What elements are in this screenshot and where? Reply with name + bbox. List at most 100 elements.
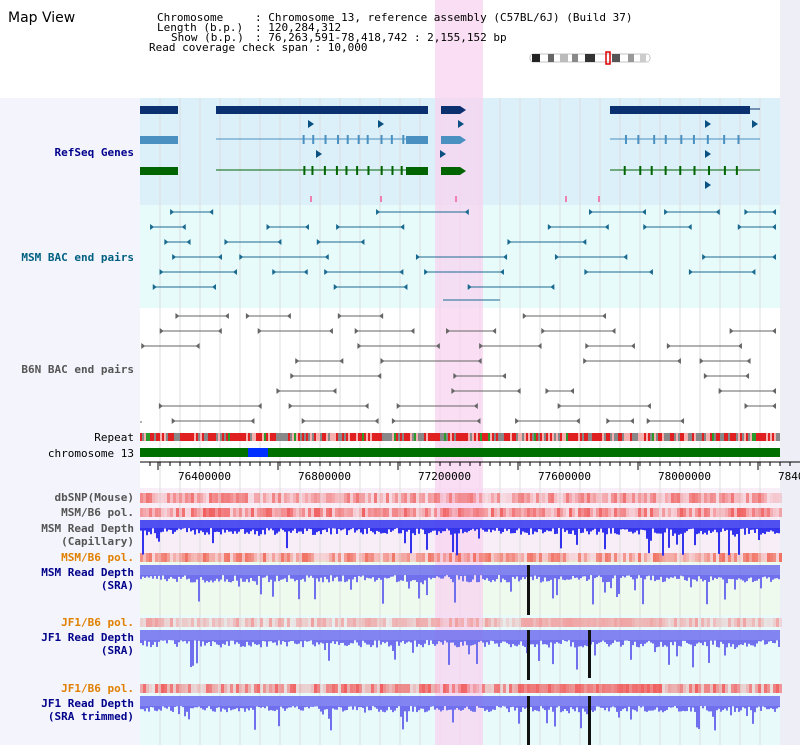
track-label-jf1-b6-pol-2[interactable]: JF1/B6 pol. [61, 682, 134, 695]
msm-b6-pol-heat [443, 508, 446, 517]
repeat-element [622, 433, 624, 441]
track-label-b6n-bac[interactable]: B6N BAC end pairs [21, 363, 134, 376]
repeat-element [656, 433, 658, 441]
dbsnp-heat [428, 493, 431, 503]
msm-b6-pol-heat [599, 508, 602, 517]
dbsnp-heat [224, 493, 227, 503]
b6n-bac-pair-end [476, 418, 481, 424]
dbsnp-heat [326, 493, 329, 503]
msm-b6-pol-heat [173, 508, 176, 517]
repeat-element [248, 433, 250, 441]
b6n-bac-pair-end [374, 418, 379, 424]
repeat-element [270, 433, 272, 441]
msm-b6-pol-heat [539, 508, 542, 517]
repeat-element [276, 433, 278, 441]
jf1-trimmed-depth-bar [584, 706, 586, 712]
chromosome-key: Chromosome [157, 11, 224, 24]
dbsnp-heat [215, 493, 218, 503]
track-label-msm-b6-pol-1[interactable]: MSM/B6 pol. [61, 506, 134, 519]
msm-b6-pol-heat-2 [365, 553, 368, 562]
msm-b6-pol-heat [488, 508, 491, 517]
msm-sra-depth-bar [166, 575, 168, 582]
jf1-sra-depth-bar [224, 640, 226, 645]
jf1-sra-depth-bar [480, 640, 482, 641]
dbsnp-heat [725, 493, 728, 503]
dbsnp-heat [569, 493, 572, 503]
jf1-trimmed-depth-bar [438, 706, 440, 710]
repeat-element [542, 433, 544, 441]
jf1-sra-depth-bar [374, 640, 376, 641]
jf1-b6-pol-heat [260, 618, 263, 627]
jf1-b6-pol-heat [158, 618, 161, 627]
msm-capillary-depth-bar [568, 528, 570, 534]
msm-sra-depth-bar [704, 575, 706, 581]
track-label-msm-bac[interactable]: MSM BAC end pairs [21, 251, 134, 264]
track-label-msm-depth-sra[interactable]: MSM Read Depth [41, 566, 134, 579]
repeat-element [758, 433, 760, 441]
jf1-b6-pol-heat-2 [224, 684, 227, 693]
jf1-b6-pol-heat [296, 618, 299, 627]
jf1-b6-pol-heat-2 [338, 684, 341, 693]
msm-capillary-depth-bar [578, 528, 580, 529]
repeat-element [186, 433, 188, 441]
msm-sra-depth-bar [236, 575, 238, 581]
repeat-element [664, 433, 666, 441]
jf1-b6-pol-heat [536, 618, 539, 627]
jf1-b6-pol-heat-2 [524, 684, 527, 693]
track-label-dbsnp[interactable]: dbSNP(Mouse) [54, 491, 134, 504]
jf1-b6-pol-heat-2 [290, 684, 293, 693]
repeat-element [360, 433, 362, 441]
repeat-element [778, 433, 780, 441]
track-label-msm-b6-pol-2[interactable]: MSM/B6 pol. [61, 551, 134, 564]
msm-b6-pol-heat [617, 508, 620, 517]
repeat-element [190, 433, 192, 441]
repeat-element [492, 433, 494, 441]
jf1-b6-pol-heat [443, 618, 446, 627]
jf1-trimmed-depth-bar [518, 706, 520, 724]
repeat-element [202, 433, 204, 441]
gene-exon [356, 166, 359, 175]
jf1-trimmed-depth-bar [278, 706, 280, 727]
jf1-b6-pol-heat [779, 618, 782, 627]
msm-b6-pol-heat [149, 508, 152, 517]
jf1-trimmed-depth-bar [232, 706, 234, 710]
jf1-sra-depth-bar [246, 640, 248, 642]
jf1-b6-pol-heat [410, 618, 413, 627]
msm-capillary-depth-bar [734, 528, 736, 537]
show-key: Show (b.p.) [171, 31, 244, 44]
jf1-trimmed-depth-bar [616, 706, 618, 712]
repeat-element [306, 433, 308, 441]
repeat-element [594, 433, 596, 441]
track-label-jf1-depth-trimmed[interactable]: JF1 Read Depth [41, 697, 134, 710]
jf1-b6-pol-heat-2 [527, 684, 530, 693]
msm-b6-pol-heat-2 [593, 553, 596, 562]
msm-b6-pol-heat-2 [197, 553, 200, 562]
track-label-jf1-depth-sra[interactable]: JF1 Read Depth [41, 631, 134, 644]
msm-sra-depth-bar [318, 575, 320, 582]
msm-b6-pol-heat-2 [629, 553, 632, 562]
track-label-jf1-b6-pol-1[interactable]: JF1/B6 pol. [61, 616, 134, 629]
jf1-trimmed-depth-bar [172, 706, 174, 712]
jf1-sra-depth-bar [400, 640, 402, 643]
dbsnp-heat [149, 493, 152, 503]
track-label-msm-depth-capillary[interactable]: MSM Read Depth [41, 522, 134, 535]
jf1-sra-depth-bar [734, 640, 736, 649]
jf1-trimmed-depth-bar [158, 706, 160, 710]
msm-b6-pol-heat [497, 508, 500, 517]
repeat-element [416, 433, 418, 441]
msm-sra-depth-bar [656, 575, 658, 580]
jf1-b6-pol-heat-2 [551, 684, 554, 693]
jf1-b6-pol-heat [191, 618, 194, 627]
msm-b6-pol-heat-2 [647, 553, 650, 562]
jf1-b6-pol-heat [605, 618, 608, 627]
msm-bac-pair-end [316, 239, 321, 245]
msm-sra-depth-bar [280, 575, 282, 580]
msm-b6-pol-heat-2 [464, 553, 467, 562]
jf1-sra-depth-bar [154, 640, 156, 642]
msm-bac-pair-end [400, 224, 405, 230]
track-label-refseq-genes[interactable]: RefSeq Genes [54, 146, 134, 159]
msm-sra-depth-bar [398, 575, 400, 582]
msm-b6-pol-heat [323, 508, 326, 517]
b6n-bac-pair-end [332, 388, 337, 394]
